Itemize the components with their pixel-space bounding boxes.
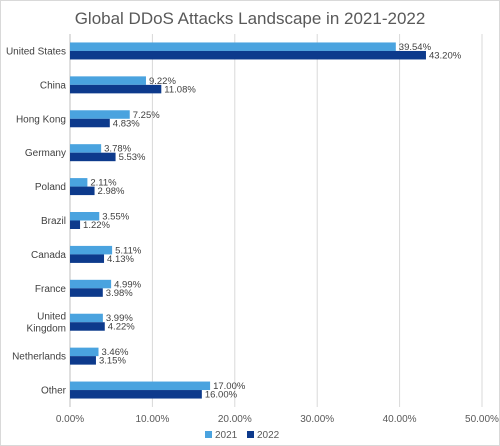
category-label: Brazil — [41, 216, 66, 227]
bar-2021 — [70, 381, 211, 391]
bar-2022 — [70, 50, 426, 60]
legend-swatch — [205, 431, 212, 438]
legend-label: 2021 — [215, 430, 238, 441]
bar-2022 — [70, 356, 96, 365]
bar-2021 — [70, 42, 396, 51]
data-label: 2.11% — [90, 178, 117, 189]
bar-2022 — [70, 254, 105, 263]
bar-2022 — [70, 288, 103, 297]
data-label: 3.15% — [99, 356, 126, 367]
data-label: 4.99% — [114, 279, 141, 290]
bar-2021 — [70, 178, 88, 187]
bars — [70, 42, 426, 399]
category-label: United — [37, 312, 66, 323]
data-label: 3.98% — [106, 288, 133, 299]
category-label: Kingdom — [27, 324, 66, 335]
bar-2021 — [70, 110, 130, 119]
bar-2022 — [70, 390, 202, 399]
category-label: China — [40, 80, 67, 91]
data-label: 16.00% — [205, 390, 238, 401]
data-label: 3.78% — [104, 144, 131, 155]
category-label: Hong Kong — [16, 114, 66, 125]
x-tick-label: 10.00% — [135, 414, 169, 425]
data-labels: 39.54%43.20%9.22%11.08%7.25%4.83%3.78%5.… — [83, 42, 462, 401]
x-tick-label: 50.00% — [465, 414, 499, 425]
category-label: Germany — [25, 148, 66, 159]
x-tick-label: 30.00% — [300, 414, 334, 425]
bar-2021 — [70, 347, 99, 357]
bar-2022 — [70, 322, 105, 331]
data-label: 17.00% — [213, 381, 246, 392]
data-label: 4.83% — [113, 118, 140, 129]
bar-2021 — [70, 313, 103, 323]
bar-2021 — [70, 144, 102, 153]
category-labels: United States China Hong Kong Germany Poland… — [6, 46, 67, 396]
x-tick-label: 40.00% — [383, 414, 417, 425]
data-label: 7.25% — [133, 110, 160, 121]
bar-2021 — [70, 245, 113, 255]
data-label: 43.20% — [429, 50, 462, 61]
legend: 2021 2022 — [205, 430, 280, 441]
chart-title: Global DDoS Attacks Landscape in 2021-20… — [75, 9, 426, 28]
bar-2022 — [70, 84, 162, 94]
bar-2021 — [70, 279, 112, 289]
legend-label: 2022 — [257, 430, 280, 441]
data-label: 11.08% — [164, 84, 196, 95]
data-label: 1.22% — [83, 220, 110, 231]
data-label: 3.99% — [106, 313, 133, 324]
data-label: 9.22% — [149, 76, 176, 87]
data-label: 5.53% — [119, 152, 146, 163]
grid — [69, 34, 483, 407]
data-label: 2.98% — [98, 186, 125, 197]
data-label: 3.55% — [102, 212, 129, 223]
category-label: Other — [41, 386, 67, 397]
bar-2022 — [70, 152, 116, 162]
category-label: Poland — [35, 182, 66, 193]
category-label: Netherlands — [12, 352, 66, 363]
category-label: United States — [6, 46, 66, 57]
x-tick-labels: 0.00% 10.00% 20.00% 30.00% 40.00% 50.00% — [56, 414, 499, 425]
bar-2022 — [70, 118, 110, 128]
category-label: Canada — [31, 250, 66, 261]
bar-2022 — [70, 220, 81, 229]
data-label: 5.11% — [115, 245, 142, 256]
legend-swatch — [247, 431, 254, 438]
category-label: France — [35, 284, 67, 295]
data-label: 4.13% — [107, 254, 134, 265]
data-label: 3.46% — [102, 347, 129, 358]
x-tick-label: 0.00% — [56, 414, 84, 425]
bar-2021 — [70, 76, 146, 85]
data-label: 39.54% — [399, 42, 432, 53]
data-label: 4.22% — [108, 322, 135, 333]
bar-2021 — [70, 212, 100, 221]
bar-2022 — [70, 186, 95, 196]
x-tick-label: 20.00% — [218, 414, 252, 425]
